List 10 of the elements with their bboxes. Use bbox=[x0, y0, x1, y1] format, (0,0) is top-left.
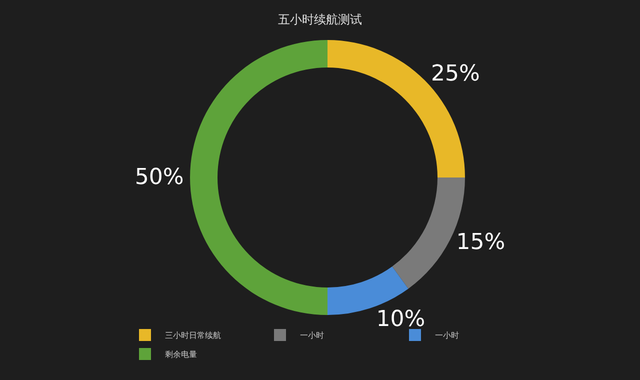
legend-label: 一小时 bbox=[435, 331, 459, 340]
data-label: 25% bbox=[430, 62, 480, 87]
data-label: 10% bbox=[376, 307, 426, 332]
legend-label: 剩余电量 bbox=[165, 350, 197, 360]
legend-label: 三小时日常续航 bbox=[165, 331, 221, 340]
data-label: 50% bbox=[134, 165, 184, 190]
legend-label: 一小时 bbox=[300, 331, 324, 340]
chart-title: 五小时续航测试 bbox=[278, 12, 362, 27]
donut-slice bbox=[190, 40, 328, 315]
data-label: 15% bbox=[456, 230, 506, 255]
